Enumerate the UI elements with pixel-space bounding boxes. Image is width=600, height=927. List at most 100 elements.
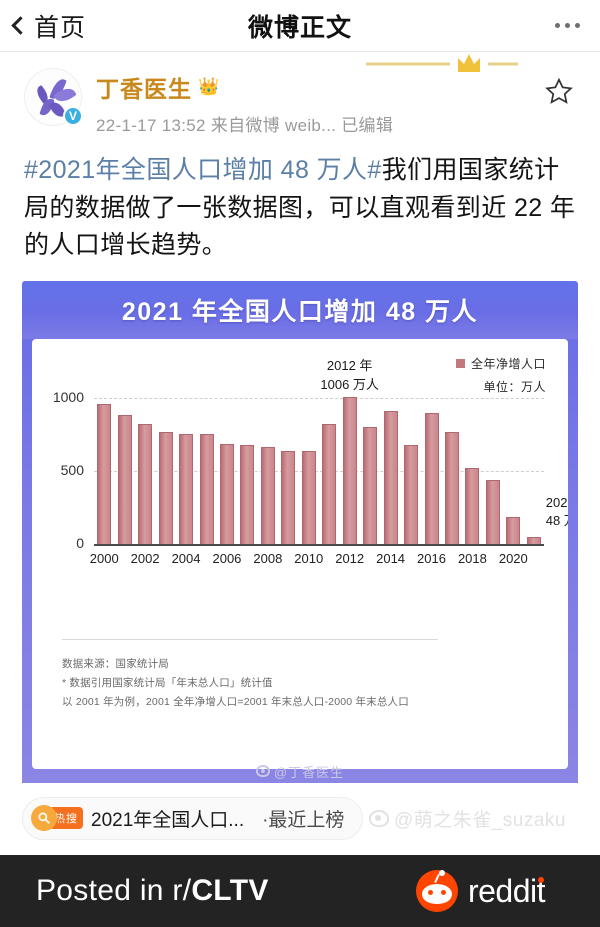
chart-bar bbox=[97, 404, 112, 544]
x-axis-tick: 2020 bbox=[498, 550, 528, 566]
annotation-line: 2012 年 bbox=[326, 358, 373, 374]
chevron-left-icon bbox=[11, 16, 30, 35]
chart-bar bbox=[301, 450, 316, 544]
footnote-line: * 数据引用国家统计局「年末总人口」统计值 bbox=[62, 676, 273, 689]
reddit-snoo-icon bbox=[415, 870, 458, 912]
annotation-line: 1006 万人 bbox=[320, 377, 379, 393]
author-name[interactable]: 丁香医生 bbox=[96, 76, 192, 102]
chart-bar bbox=[383, 410, 398, 544]
weibo-eye-icon bbox=[255, 765, 270, 777]
search-icon bbox=[31, 805, 57, 831]
bar-group bbox=[94, 384, 544, 544]
page-watermark-text: @萌之朱雀_suzaku bbox=[393, 809, 566, 831]
y-axis-tick: 0 bbox=[76, 534, 84, 551]
annotation-line: 48 万人 bbox=[545, 513, 568, 529]
chart-divider bbox=[62, 638, 438, 640]
back-button-label: 首页 bbox=[34, 13, 87, 42]
x-axis-tick: 2014 bbox=[376, 550, 406, 566]
reddit-logo: reddit bbox=[415, 870, 600, 912]
posted-prefix: Posted in r/ bbox=[36, 874, 192, 907]
chart-banner: 2021 年全国人口增加 48 万人 bbox=[22, 280, 578, 339]
chart-bar bbox=[424, 413, 439, 544]
chart-bar bbox=[444, 431, 459, 544]
x-axis-tick: 2004 bbox=[171, 550, 201, 566]
chart-bar bbox=[506, 516, 521, 544]
x-axis-tick: 2000 bbox=[89, 550, 119, 566]
post-body-text: 我们用国家统计局的数据做了一张数据图，可以直观看到近 22 年的人口增长趋势。 bbox=[24, 156, 576, 259]
posted-in-label: Posted in r/CLTV bbox=[0, 874, 269, 908]
x-axis-tick: 2012 bbox=[335, 550, 365, 566]
page-title: 微博正文 bbox=[247, 13, 352, 42]
hot-tag-label: 热搜 bbox=[49, 807, 83, 829]
post-topic-link[interactable]: #2021年全国人口增加 48 万人# bbox=[24, 156, 382, 184]
chart-annotation: 2021 年 48 万人 bbox=[546, 494, 568, 532]
hotsearch-chip[interactable]: 热搜 2021年全国人口... ·最近上榜 bbox=[22, 796, 364, 840]
reddit-footer-bar: Posted in r/CLTV reddit bbox=[0, 855, 600, 927]
chart-canvas: 0 500 1000 2000 2002 2004 2006 2008 2010 2012 2014… bbox=[32, 339, 568, 769]
x-axis-tick: 2006 bbox=[212, 550, 242, 566]
chart-legend: 全年净增人口 单位：万人 bbox=[455, 355, 546, 395]
gridline bbox=[94, 470, 544, 472]
hotsearch-row: 热搜 2021年全国人口... ·最近上榜 @萌之朱雀_suzaku bbox=[0, 783, 600, 840]
chart-annotation: 2012 年 1006 万人 bbox=[305, 357, 395, 395]
chart-plot-area: 全年净增人口 单位：万人 0 500 1000 2000 2002 2004 2006 200… bbox=[32, 338, 568, 769]
verified-v-icon: V bbox=[63, 106, 83, 126]
chart-bar bbox=[465, 468, 480, 544]
x-axis-tick: 2018 bbox=[457, 550, 487, 566]
post-meta: 22-1-17 13:52 来自微博 weib... 已编辑 bbox=[96, 116, 394, 135]
gridline bbox=[94, 398, 544, 400]
hotsearch-icons: 热搜 bbox=[31, 805, 83, 831]
y-axis-tick: 1000 bbox=[52, 389, 84, 406]
chart-bar bbox=[281, 451, 296, 544]
star-outline-icon[interactable] bbox=[544, 68, 586, 111]
weibo-eye-icon bbox=[368, 809, 389, 827]
back-button[interactable]: 首页 bbox=[0, 8, 86, 44]
chart-body: 全年净增人口 单位：万人 0 500 1000 2000 2002 2004 2006 200… bbox=[22, 338, 578, 783]
chart-bar bbox=[199, 433, 214, 544]
chart-bar bbox=[179, 434, 194, 544]
x-axis-tick: 2002 bbox=[130, 550, 160, 566]
subreddit-name: CLTV bbox=[191, 874, 269, 907]
chart-footnotes: 数据来源：国家统计局 * 数据引用国家统计局「年末总人口」统计值 以 2001 … bbox=[62, 655, 409, 713]
author-meta: 丁香医生 👑 22-1-17 13:52 来自微博 weib... 已编辑 bbox=[82, 68, 393, 136]
x-axis-tick: 2010 bbox=[294, 550, 324, 566]
chart-image-card[interactable]: 2021 年全国人口增加 48 万人 全年净增人口 单位：万人 0 500 1000… bbox=[22, 280, 578, 783]
x-axis-line bbox=[94, 543, 544, 546]
chart-watermark-text: @丁香医生 bbox=[273, 764, 345, 780]
footnote-line: 数据来源：国家统计局 bbox=[62, 657, 169, 670]
annotation-line: 2021 年 bbox=[545, 494, 568, 510]
y-axis-tick: 500 bbox=[60, 461, 84, 478]
legend-label: 全年净增人口 bbox=[470, 356, 546, 371]
chart-banner-title: 2021 年全国人口增加 48 万人 bbox=[121, 297, 479, 326]
chart-bar bbox=[485, 479, 500, 544]
chart-bar bbox=[363, 427, 378, 544]
legend-unit-label: 单位：万人 bbox=[483, 379, 546, 394]
author-header: V 丁香医生 👑 22-1-17 13:52 来自微博 weib... 已编辑 bbox=[0, 52, 600, 142]
chart-bar bbox=[322, 424, 337, 544]
reddit-dot-icon bbox=[538, 876, 544, 883]
post-body: #2021年全国人口增加 48 万人#我们用国家统计局的数据做了一张数据图，可以… bbox=[0, 142, 600, 265]
more-dots-icon[interactable] bbox=[555, 23, 600, 28]
chart-bar bbox=[219, 444, 234, 544]
chart-bar bbox=[240, 444, 255, 544]
chart-bar bbox=[117, 415, 132, 544]
hotsearch-status: ·最近上榜 bbox=[262, 809, 345, 831]
avatar[interactable]: V bbox=[24, 68, 83, 126]
legend-swatch-icon bbox=[455, 358, 465, 368]
reddit-wordmark: reddit bbox=[468, 873, 546, 910]
navigation-bar: 首页 微博正文 bbox=[0, 0, 600, 52]
chart-bar bbox=[138, 424, 153, 544]
chart-bar bbox=[526, 536, 541, 544]
page-watermark: @萌之朱雀_suzaku bbox=[368, 805, 578, 832]
chart-bar bbox=[404, 444, 419, 544]
chart-bar bbox=[158, 431, 173, 544]
x-axis-tick: 2016 bbox=[417, 550, 446, 566]
chart-bar bbox=[260, 447, 275, 544]
hotsearch-text: 2021年全国人口... bbox=[91, 809, 245, 831]
chart-watermark: @丁香医生 bbox=[22, 762, 578, 781]
footnote-line: 以 2001 年为例，2001 全年净增人口=2001 年末总人口-2000 年… bbox=[62, 696, 409, 709]
x-axis-tick: 2008 bbox=[253, 550, 283, 566]
author-level-badge-icon: 👑 bbox=[198, 77, 220, 96]
chart-bar bbox=[342, 397, 357, 544]
